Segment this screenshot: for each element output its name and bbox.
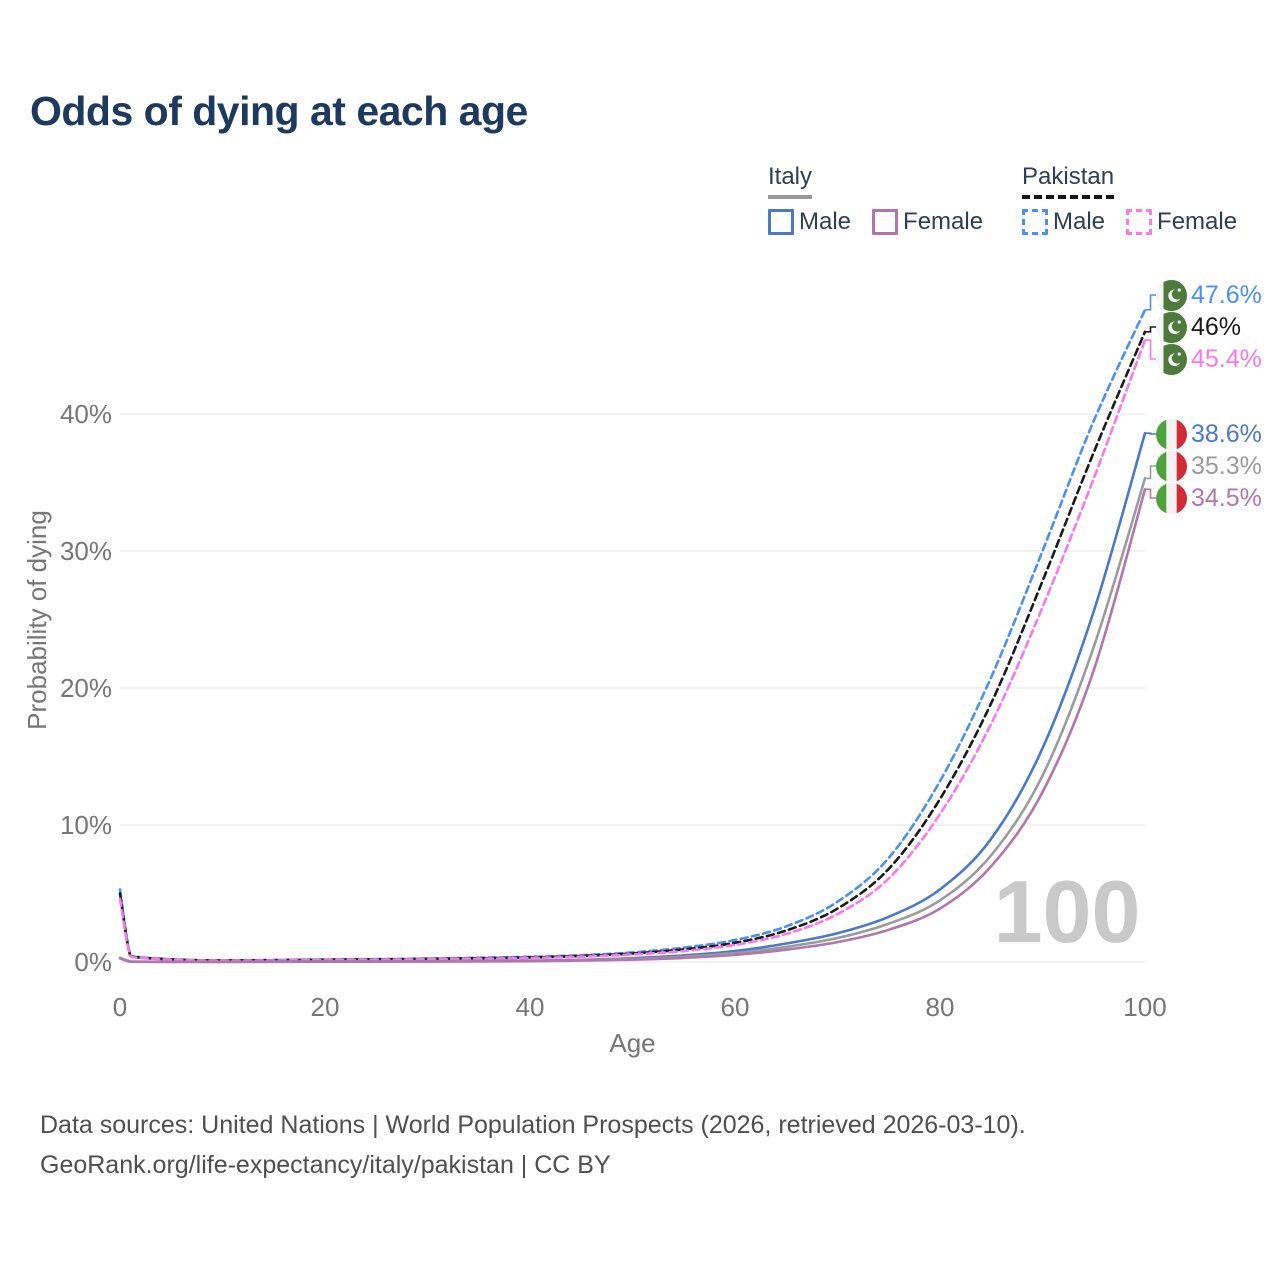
x-tick-label: 60 (721, 992, 750, 1022)
legend-item-pakistan-female-label: Female (1157, 208, 1238, 235)
y-tick-label: 10% (60, 810, 112, 840)
end-label-connector (1145, 339, 1156, 360)
end-label-value: 47.6% (1191, 280, 1262, 309)
legend-item-italy-female[interactable]: Female (872, 208, 983, 236)
end-label-connector (1145, 294, 1156, 311)
y-axis-title: Probability of dying (22, 510, 52, 730)
x-tick-label: 20 (311, 992, 340, 1022)
attribution-text: GeoRank.org/life-expectancy/italy/pakist… (40, 1151, 611, 1179)
end-label-connector (1145, 465, 1156, 480)
legend-item-italy-female-label: Female (903, 208, 984, 235)
page-title: Odds of dying at each age (30, 88, 528, 134)
pakistan-flag-icon (1156, 343, 1187, 375)
end-label-pakistan: 46% (1156, 311, 1241, 343)
curve-italy-male (118, 431, 1147, 964)
end-label-connector (1145, 432, 1156, 435)
y-tick-label: 20% (60, 673, 112, 703)
legend-items-italy: Male Female (768, 208, 1004, 236)
y-tick-label: 30% (60, 536, 112, 566)
legend-country-italy[interactable]: Italy (768, 163, 813, 199)
x-tick-label: 80 (926, 992, 955, 1022)
curve-pakistan-male (118, 308, 1147, 962)
age-watermark: 100 (993, 862, 1141, 961)
legend-country-pakistan[interactable]: Pakistan (1022, 163, 1115, 199)
legend-item-pakistan-male-label: Male (1053, 208, 1106, 235)
footer: Data sources: United Nations | World Pop… (40, 1105, 1026, 1185)
italy-female-swatch-icon (872, 209, 899, 235)
end-label-connector (1145, 326, 1156, 333)
legend-item-italy-male-label: Male (799, 208, 852, 235)
end-label-value: 35.3% (1191, 451, 1262, 480)
legend-item-pakistan-female[interactable]: Female (1126, 208, 1237, 236)
end-label-value: 45.4% (1191, 344, 1262, 373)
mortality-line-chart: 0% 10% 20% 30% 40% 0 20 40 60 80 100 Age Probability… (22, 294, 1167, 1058)
pakistan-flag-icon (1156, 279, 1187, 311)
legend-group-pakistan: Pakistan Male Female (1022, 163, 1258, 236)
curve-italy-female (118, 488, 1147, 964)
italy-flag-icon (1156, 482, 1187, 514)
pakistan-male-swatch-icon (1022, 209, 1048, 235)
legend-item-italy-male[interactable]: Male (768, 208, 851, 236)
legend-item-pakistan-male[interactable]: Male (1022, 208, 1105, 236)
legend-group-italy: Italy Male Female (768, 163, 1004, 236)
legend-country-italy-label: Italy (768, 163, 813, 190)
end-label-value: 38.6% (1191, 419, 1262, 448)
legend-country-pakistan-label: Pakistan (1022, 163, 1115, 190)
end-label-italy-female: 34.5% (1156, 482, 1262, 514)
pakistan-flag-icon (1156, 311, 1187, 343)
end-label-connector (1145, 488, 1156, 499)
end-label-pakistan-male: 47.6% (1156, 279, 1262, 311)
x-tick-label: 100 (1123, 992, 1166, 1022)
x-tick-label: 0 (113, 992, 127, 1022)
italy-flag-icon (1156, 418, 1187, 450)
legend-items-pakistan: Male Female (1022, 208, 1258, 236)
x-tick-label: 40 (516, 992, 545, 1022)
pakistan-female-swatch-icon (1126, 209, 1153, 235)
y-tick-label: 40% (60, 399, 112, 429)
italy-male-swatch-icon (768, 209, 794, 235)
italy-flag-icon (1156, 450, 1187, 482)
end-label-italy-male: 38.6% (1156, 418, 1262, 450)
end-label-pakistan-female: 45.4% (1156, 343, 1262, 375)
end-label-value: 34.5% (1191, 483, 1262, 512)
x-axis-title: Age (609, 1028, 655, 1058)
data-sources-text: Data sources: United Nations | World Pop… (40, 1111, 1026, 1139)
end-label-value: 46% (1191, 312, 1242, 341)
curve-pakistan-female (118, 338, 1147, 962)
end-label-italy: 35.3% (1156, 450, 1262, 482)
y-tick-label: 0% (74, 947, 112, 977)
